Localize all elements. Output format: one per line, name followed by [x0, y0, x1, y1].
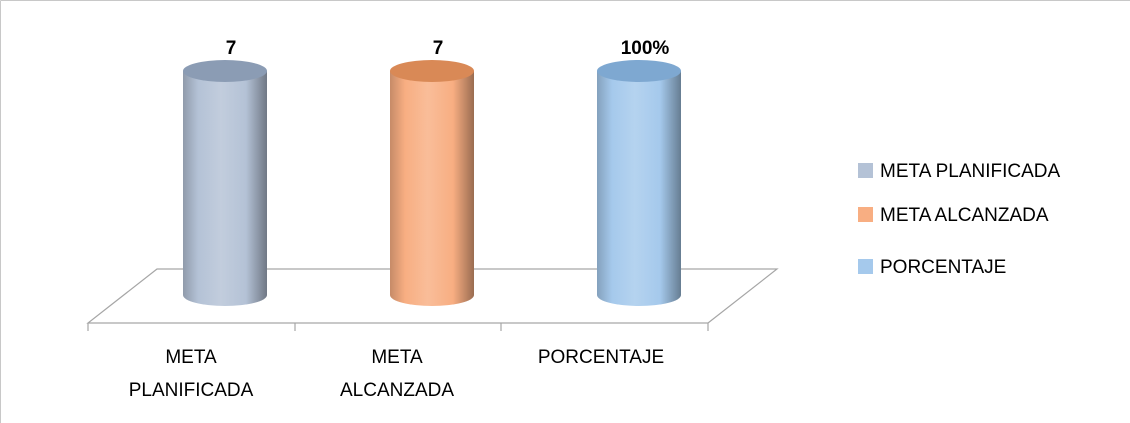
category-labels: META PLANIFICADA META ALCANZADA PORCENTAJE — [129, 347, 664, 401]
legend-item-meta-alcanzada: META ALCANZADA — [858, 205, 1049, 226]
legend-swatch-porcentaje — [858, 259, 873, 274]
data-label-meta-planificada: 7 — [226, 38, 237, 59]
legend-label-meta-planificada: META PLANIFICADA — [880, 161, 1061, 182]
data-label-meta-alcanzada: 7 — [433, 38, 444, 59]
category-label-porcentaje: PORCENTAJE — [538, 347, 664, 368]
category-ticks — [87, 323, 709, 331]
category-label-meta-planificada: META PLANIFICADA — [129, 347, 254, 401]
legend-label-porcentaje: PORCENTAJE — [880, 257, 1006, 278]
bar-porcentaje — [597, 60, 681, 306]
data-label-porcentaje: 100% — [621, 38, 670, 59]
bar-body-porcentaje — [597, 71, 681, 306]
legend-item-porcentaje: PORCENTAJE — [858, 257, 1006, 278]
bars-layer — [183, 60, 681, 306]
bar-top-meta-alcanzada — [390, 60, 474, 82]
legend-item-meta-planificada: META PLANIFICADA — [858, 161, 1061, 182]
legend: META PLANIFICADA META ALCANZADA PORCENTAJE — [858, 161, 1061, 278]
bar-top-porcentaje — [597, 60, 681, 82]
legend-swatch-meta-planificada — [858, 163, 873, 178]
bar-body-meta-alcanzada — [390, 71, 474, 306]
legend-label-meta-alcanzada: META ALCANZADA — [880, 205, 1049, 226]
bar-top-meta-planificada — [183, 60, 267, 82]
data-labels: 7 7 100% — [226, 38, 670, 59]
bar-body-meta-planificada — [183, 71, 267, 306]
category-label-meta-alcanzada: META ALCANZADA — [340, 347, 454, 401]
bar-meta-alcanzada — [390, 60, 474, 306]
legend-swatch-meta-alcanzada — [858, 207, 873, 222]
bar-meta-planificada — [183, 60, 267, 306]
